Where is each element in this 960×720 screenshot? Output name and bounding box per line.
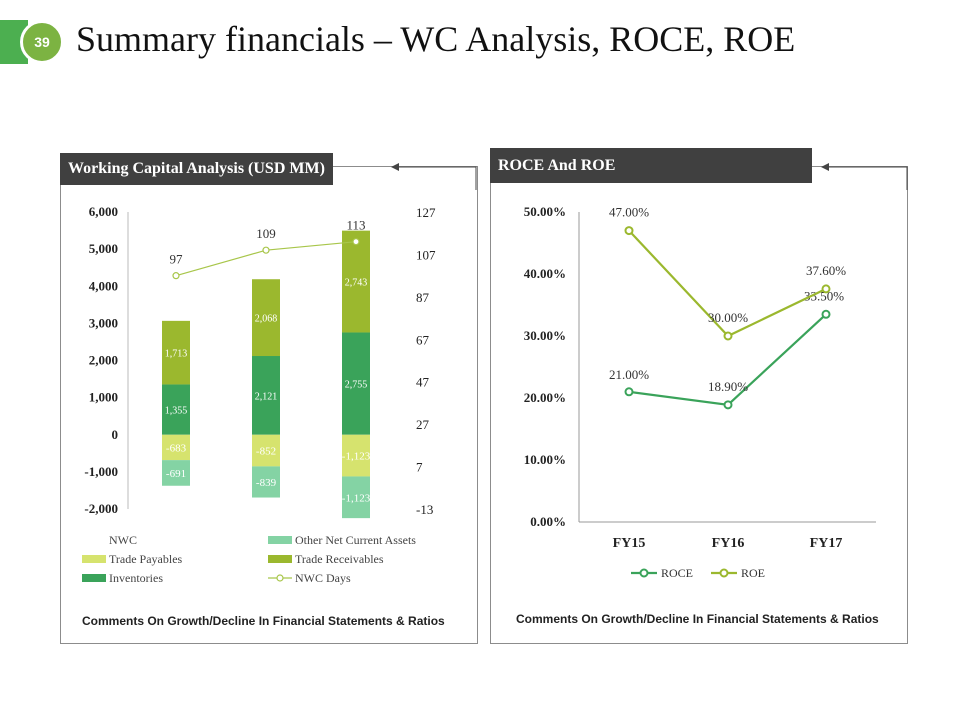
roe-point xyxy=(821,284,831,294)
bar-label-trade-receivables: 2,068 xyxy=(255,314,278,325)
nwc-days-label: 97 xyxy=(170,252,184,267)
bar-label-trade-receivables: 1,713 xyxy=(165,349,188,360)
legend-swatch-trade-receivables xyxy=(268,555,292,563)
roce-data-label: 33.50% xyxy=(804,288,844,303)
wc-y-tick-label: 4,000 xyxy=(89,278,118,293)
roce-y-tick-label: 20.00% xyxy=(524,390,566,405)
right-panel-connector-arrow xyxy=(821,163,908,190)
bar-label-trade-payables: -683 xyxy=(166,442,187,454)
roce-point xyxy=(723,400,733,410)
wc-y2-tick-label: 107 xyxy=(416,247,436,262)
roce-y-tick-label: 30.00% xyxy=(524,328,566,343)
legend-label-nwc: NWC xyxy=(109,533,137,547)
bar-other-net-current-assets xyxy=(252,466,280,498)
bar-trade-receivables xyxy=(252,279,280,357)
wc-y2-tick-label: 47 xyxy=(416,375,430,390)
bar-inventories xyxy=(252,356,280,435)
bar-label-other-net-current-assets: -1,123 xyxy=(342,492,371,504)
nwc-days-label: 109 xyxy=(256,226,276,241)
roce-data-label: 21.00% xyxy=(609,367,649,382)
legend-label-nwc-days: NWC Days xyxy=(295,571,351,585)
legend-swatch-trade-payables xyxy=(82,555,106,563)
nwc-days-point xyxy=(352,238,360,246)
wc-y2-tick-label: -13 xyxy=(416,502,433,517)
wc-y-tick-label: -1,000 xyxy=(84,464,118,479)
legend-swatch-inventories xyxy=(82,574,106,582)
bar-other-net-current-assets xyxy=(342,476,370,519)
roce-roe-comments: Comments On Growth/Decline In Financial … xyxy=(516,612,879,626)
roe-data-label: 47.00% xyxy=(609,205,649,220)
wc-y-tick-label: -2,000 xyxy=(84,501,118,516)
nwc-days-label: 113 xyxy=(346,218,365,233)
wc-y2-tick-label: 87 xyxy=(416,290,430,305)
roce-y-tick-label: 10.00% xyxy=(524,452,566,467)
bar-inventories xyxy=(162,384,190,435)
legend-label-roe: ROE xyxy=(741,566,765,580)
wc-y-tick-label: 0 xyxy=(112,427,119,442)
nwc-days-point xyxy=(172,272,180,280)
legend-label-trade-receivables: Trade Receivables xyxy=(295,552,384,566)
roe-data-label: 37.60% xyxy=(806,263,846,278)
page-title: Summary financials – WC Analysis, ROCE, … xyxy=(76,19,796,59)
roe-data-label: 30.00% xyxy=(708,310,748,325)
roce-roe-header: ROCE And ROE xyxy=(490,148,812,183)
wc-y2-tick-label: 127 xyxy=(416,205,436,220)
bar-trade-payables xyxy=(252,434,280,467)
roe-point xyxy=(723,331,733,341)
bar-label-inventories: 1,355 xyxy=(165,406,188,417)
working-capital-comments: Comments On Growth/Decline In Financial … xyxy=(82,614,445,628)
bar-label-inventories: 2,121 xyxy=(255,391,278,402)
roce-y-tick-label: 0.00% xyxy=(530,514,566,529)
legend-label-roce: ROCE xyxy=(661,566,693,580)
bar-inventories xyxy=(342,332,370,435)
bar-label-inventories: 2,755 xyxy=(345,380,368,391)
roce-x-tick-label: FY15 xyxy=(613,536,646,551)
bar-trade-payables xyxy=(162,434,190,461)
working-capital-header: Working Capital Analysis (USD MM) xyxy=(60,153,333,185)
bar-trade-receivables xyxy=(162,320,190,385)
wc-y-tick-label: 6,000 xyxy=(89,204,118,219)
roce-y-tick-label: 40.00% xyxy=(524,266,566,281)
roe-point xyxy=(624,226,634,236)
page-number-badge: 39 xyxy=(20,20,64,64)
roce-x-tick-label: FY17 xyxy=(810,536,843,551)
left-panel-connector-arrow xyxy=(391,163,477,190)
wc-y2-tick-label: 7 xyxy=(416,460,423,475)
legend-swatch-other-net-current-assets xyxy=(268,536,292,544)
legend-label-other-net-current-assets: Other Net Current Assets xyxy=(295,533,416,547)
wc-y-tick-label: 2,000 xyxy=(89,353,118,368)
legend-label-trade-payables: Trade Payables xyxy=(109,552,183,566)
legend-marker-roce xyxy=(639,568,649,578)
roce-roe-panel xyxy=(490,166,908,644)
wc-y2-tick-label: 67 xyxy=(416,332,430,347)
bar-label-trade-payables: -1,123 xyxy=(342,451,371,463)
legend-marker-roe xyxy=(719,568,729,578)
roce-data-label: 18.90% xyxy=(708,379,748,394)
nwc-days-point xyxy=(262,246,270,254)
bar-trade-receivables xyxy=(342,230,370,333)
roce-x-tick-label: FY16 xyxy=(712,536,745,551)
bar-other-net-current-assets xyxy=(162,460,190,486)
legend-marker-nwc-days xyxy=(276,574,284,582)
bar-label-trade-receivables: 2,743 xyxy=(345,278,368,289)
wc-y-tick-label: 5,000 xyxy=(89,241,118,256)
roce-y-tick-label: 50.00% xyxy=(524,204,566,219)
bar-trade-payables xyxy=(342,434,370,477)
bar-label-other-net-current-assets: -691 xyxy=(166,468,186,480)
roce-point xyxy=(821,309,831,319)
roce-point xyxy=(624,387,634,397)
wc-y2-tick-label: 27 xyxy=(416,417,430,432)
bar-label-other-net-current-assets: -839 xyxy=(256,477,277,489)
wc-y-tick-label: 1,000 xyxy=(89,390,118,405)
bar-label-trade-payables: -852 xyxy=(256,446,276,458)
legend-label-inventories: Inventories xyxy=(109,571,163,585)
wc-y-tick-label: 3,000 xyxy=(89,315,118,330)
